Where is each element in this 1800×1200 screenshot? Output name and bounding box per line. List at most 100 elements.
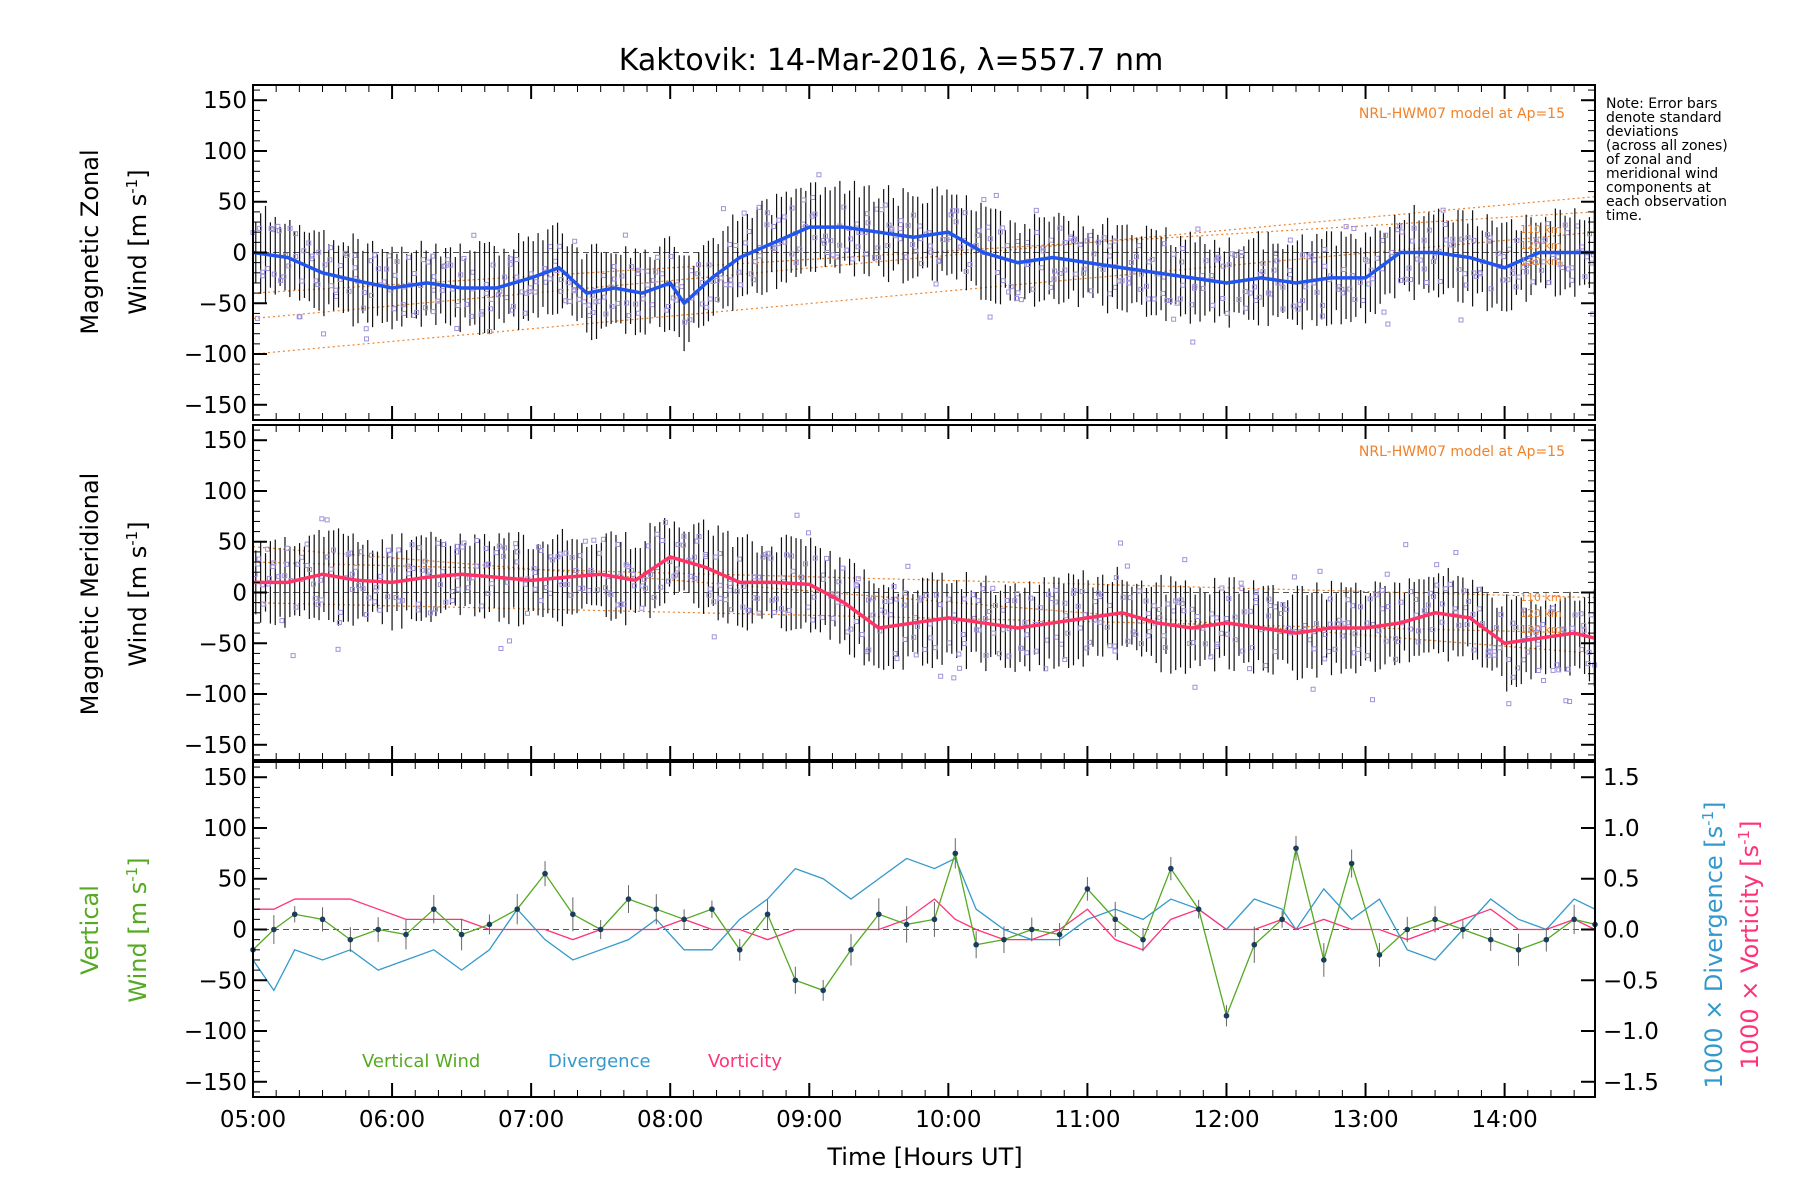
zonal-sample-point	[471, 232, 477, 238]
zonal-sample-point	[1171, 316, 1177, 322]
meridional-sample-point	[1567, 698, 1573, 704]
zonal-sample-point	[271, 271, 277, 277]
zonal-sample-point	[1488, 286, 1494, 292]
vertical-wind-point	[1168, 865, 1174, 872]
y-tick-label: −100	[184, 682, 247, 708]
meridional-sample-point	[1342, 620, 1348, 626]
zonal-sample-point	[421, 257, 427, 263]
zonal-sample-point	[974, 232, 980, 238]
meridional-sample-point	[282, 573, 288, 579]
meridional-model-0	[252, 561, 1596, 599]
right-tick-label: −1.5	[1603, 1070, 1659, 1096]
zonal-sample-point	[431, 274, 437, 280]
zonal-sample-point	[1462, 271, 1468, 277]
meridional-sample-point	[389, 567, 395, 573]
meridional-sample-point	[763, 552, 769, 558]
zonal-sample-point	[1040, 248, 1046, 254]
zonal-sample-point	[1091, 251, 1097, 257]
zonal-sample-point	[812, 235, 818, 241]
meridional-sample-point	[1510, 674, 1516, 680]
note-line-1: Note: Error bars	[1606, 96, 1717, 112]
zonal-sample-point	[468, 313, 474, 319]
meridional-sample-point	[279, 618, 285, 624]
zonal-sample-point	[733, 242, 739, 248]
zonal-sample-point	[812, 211, 818, 217]
vertical-wind-point	[1056, 931, 1063, 938]
zonal-sample-point	[898, 218, 904, 224]
zonal-sample-point	[1443, 237, 1449, 243]
y-tick-label: 100	[203, 816, 247, 842]
meridional-sample-point	[666, 578, 672, 584]
zonal-sample-point	[714, 296, 720, 302]
zonal-sample-point	[1236, 297, 1242, 303]
zonal-sample-point	[695, 271, 701, 277]
meridional-mean-line	[253, 555, 1596, 646]
y-tick-label: −50	[198, 968, 247, 994]
meridional-sample-point	[1284, 606, 1290, 612]
zonal-sample-point	[1039, 265, 1045, 271]
meridional-sample-point	[1430, 593, 1436, 599]
meridional-sample-point	[450, 598, 456, 604]
zonal-sample-point	[699, 301, 705, 307]
meridional-sample-point	[882, 599, 888, 605]
zonal-sample-point	[287, 225, 293, 231]
meridional-sample-point	[902, 636, 908, 642]
note-line-2: denote standard	[1606, 110, 1722, 126]
meridional-sample-point	[396, 547, 402, 553]
zonal-sample-point	[441, 263, 447, 269]
note-line-8: each observation	[1606, 194, 1727, 210]
zonal-sample-point	[1380, 237, 1386, 243]
vertical-wind-point	[597, 926, 604, 933]
meridional-sample-point	[691, 554, 697, 560]
zonal-sample-point	[1374, 255, 1380, 261]
meridional-sample-point	[932, 645, 938, 651]
zonal-sample-point	[1125, 275, 1131, 281]
note-line-4: (across all zones)	[1606, 138, 1728, 154]
y-tick-label: −150	[184, 393, 247, 419]
vertical-wind-point	[1279, 916, 1285, 923]
meridional-sample-point	[975, 598, 981, 604]
vertical-wind-point	[1195, 906, 1202, 912]
meridional-sample-point	[1510, 620, 1516, 626]
meridional-sample-point	[1513, 624, 1519, 630]
meridional-sample-point	[415, 601, 421, 607]
meridional-sample-point	[377, 607, 383, 613]
meridional-sample-point	[465, 585, 471, 591]
meridional-sample-point	[1107, 602, 1113, 608]
meridional-sample-point	[315, 602, 321, 608]
meridional-sample-point	[1138, 641, 1144, 647]
zonal-sample-point	[448, 262, 454, 268]
vertical-wind-point	[430, 906, 437, 912]
meridional-sample-point	[1494, 625, 1500, 631]
meridional-sample-point	[304, 541, 310, 547]
zonal-sample-point	[1495, 250, 1501, 256]
zonal-sample-point	[596, 298, 602, 304]
meridional-sample-point	[1403, 542, 1409, 548]
meridional-sample-point	[454, 543, 460, 549]
meridional-sample-point	[982, 615, 988, 621]
zonal-sample-point	[454, 325, 460, 331]
vertical-wind-point	[1404, 926, 1411, 933]
meridional-sample-point	[440, 569, 446, 575]
meridional-sample-point	[415, 607, 421, 613]
vertical-ylabel: Vertical Wind [m s-1]	[76, 857, 152, 1002]
zonal-sample-point	[997, 229, 1003, 235]
meridional-sample-point	[773, 596, 779, 602]
zonal-sample-point	[346, 288, 352, 294]
zonal-sample-point	[1437, 278, 1443, 284]
note-line-3: deviations	[1606, 124, 1678, 140]
zonal-sample-point	[927, 243, 933, 249]
zonal-sample-point	[361, 290, 367, 296]
zonal-sample-point	[633, 301, 639, 307]
meridional-sample-point	[1219, 585, 1225, 591]
meridional-sample-point	[597, 550, 603, 556]
meridional-sample-point	[385, 594, 391, 600]
zonal-sample-point	[1164, 298, 1170, 304]
vertical-wind-point	[1028, 926, 1035, 933]
meridional-sample-point	[588, 567, 594, 573]
meridional-sample-point	[1070, 590, 1076, 596]
meridional-sample-point	[1127, 595, 1133, 601]
meridional-sample-point	[559, 582, 565, 588]
zonal-sample-point	[985, 224, 991, 230]
meridional-sample-point	[564, 581, 570, 587]
